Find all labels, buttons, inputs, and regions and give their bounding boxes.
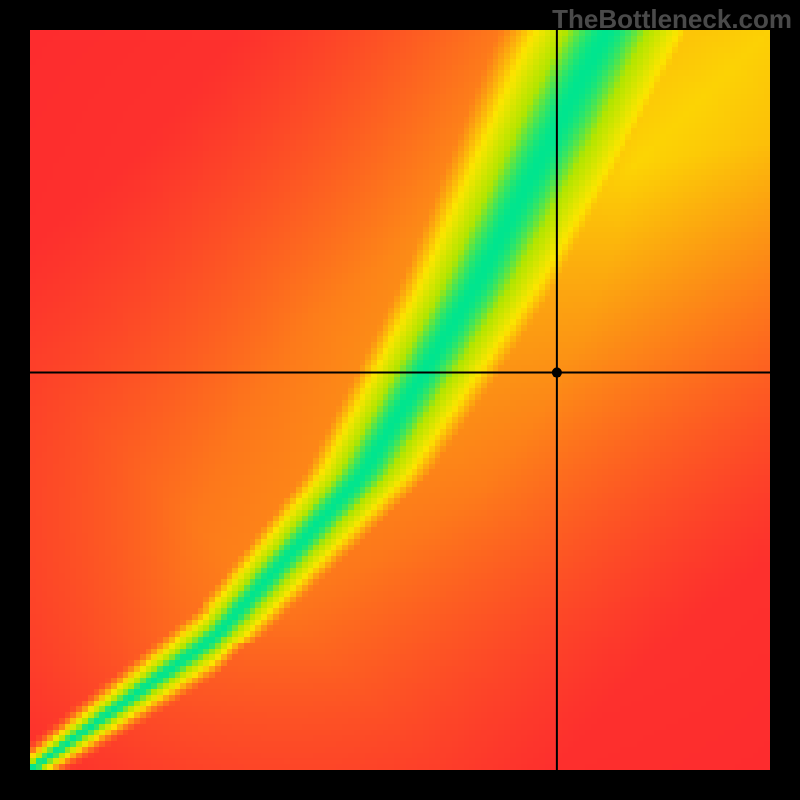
bottleneck-heatmap [0, 0, 800, 800]
chart-container: { "watermark": { "text": "TheBottleneck.… [0, 0, 800, 800]
watermark-text: TheBottleneck.com [552, 4, 792, 35]
